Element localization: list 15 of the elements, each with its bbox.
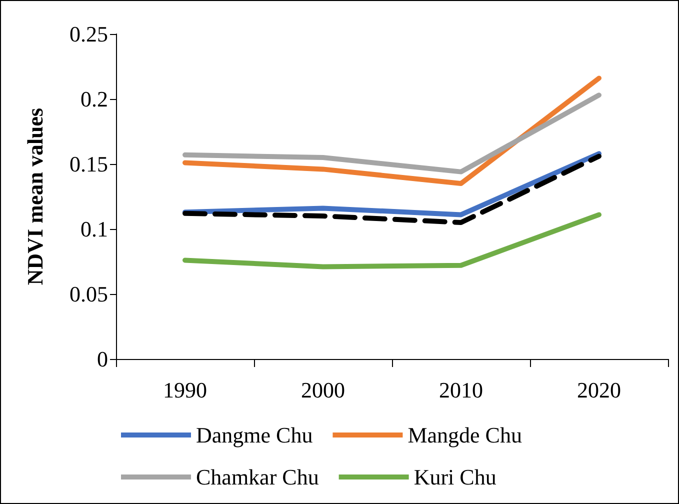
y-tick-label: 0.05	[70, 282, 108, 306]
y-tick-label: 0.1	[80, 216, 108, 242]
y-axis-title: NDVI mean values	[22, 107, 48, 286]
legend-label: Chamkar Chu	[196, 464, 319, 490]
legend-label: Dangme Chu	[196, 422, 313, 448]
y-tick-label: 0.2	[80, 86, 108, 112]
x-tick-label: 2000	[301, 378, 345, 402]
x-tick-label: 2010	[439, 378, 483, 402]
x-tick-label: 1990	[163, 378, 207, 402]
y-tick-label: 0.15	[70, 152, 108, 176]
legend-label: Mangde Chu	[408, 422, 522, 448]
x-tick-label: 2020	[577, 378, 621, 402]
y-tick-label: 0.25	[70, 22, 108, 46]
y-tick-label: 0	[97, 346, 108, 372]
legend-label: Kuri Chu	[414, 464, 496, 490]
